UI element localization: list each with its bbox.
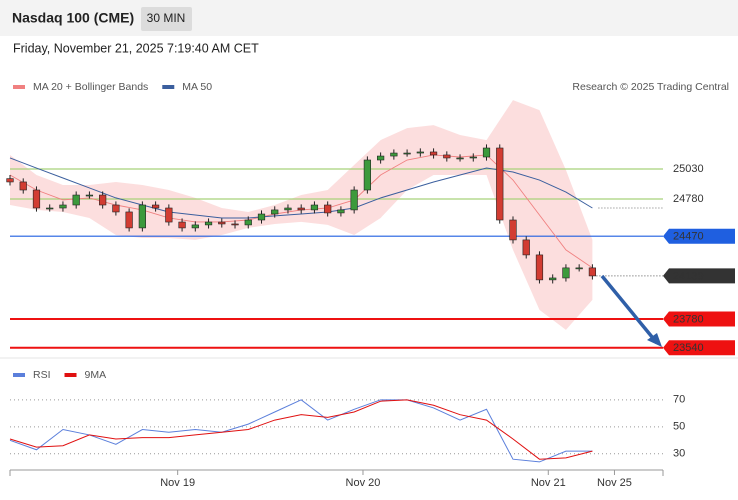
projection-arrow [600,274,659,345]
candle-body [377,155,385,161]
candle-body [99,194,107,206]
level-label: 24470 [673,231,704,243]
x-tick-label: Nov 21 [531,477,566,489]
y-tick-label: 70 [673,394,685,406]
candle-body [244,219,252,226]
y-tick-label: 30 [673,448,685,460]
candle-body [112,204,120,213]
candle-body [72,194,80,206]
level-label: 24780 [673,193,704,205]
indicator-line [9,399,593,463]
legend-label: MA 50 [182,81,212,93]
level-label: 23540 [673,342,704,354]
level-label: 24139 [673,270,704,282]
candle-body [575,267,583,270]
indicator-line [9,399,593,460]
candle-body [85,194,94,197]
top-bar [0,0,738,36]
candle-body [178,221,186,229]
bollinger-band [10,100,593,330]
arrow-head [647,333,662,347]
candle-body [403,152,411,155]
level-label-box [663,311,735,327]
candle-body [310,204,319,211]
candle-body [125,211,133,229]
candle-body [509,219,517,241]
instrument-title: Nasdaq 100 (CME) [12,10,134,26]
candle-body [218,221,226,225]
legend-swatch [162,85,175,89]
level-label: 25030 [673,163,704,175]
y-tick-label: 50 [673,421,685,433]
credit: Research © 2025 Trading Central [572,81,729,93]
candle-body [284,207,292,211]
candle-body [443,154,451,159]
candle-body [204,221,213,226]
candle-body [522,239,530,256]
timeframe-box[interactable] [141,7,192,31]
level-label: 23780 [673,313,704,325]
legend-swatch [13,373,25,377]
level-label-box [663,340,735,356]
candle-body [535,254,544,281]
candle-body [549,277,557,281]
candle-body [429,151,438,156]
legend-swatch [13,85,25,89]
candle-body [231,223,239,226]
candle-body [416,151,424,154]
candle-body [6,178,14,183]
candle-body [390,152,398,157]
candle-body [363,159,371,191]
candle-body [32,189,41,209]
legend-swatch [64,373,77,377]
candle-body [482,147,491,158]
moving-average [9,157,593,219]
level-label-box [663,268,735,284]
candle-body [469,156,477,159]
level-label-box [663,228,735,244]
candle-body [496,147,504,221]
candle-body [46,207,54,210]
x-tick-label: Nov 25 [597,477,632,489]
candle-body [350,189,358,211]
timeframe[interactable]: 30 MIN [147,11,186,25]
legend-label: 9MA [85,369,107,381]
candle-body [271,209,279,215]
candle-body [138,204,146,229]
candle-body [297,207,305,211]
candle-body [19,181,27,191]
candle-body [588,267,597,277]
x-tick-label: Nov 19 [160,477,195,489]
candle-body [456,157,464,160]
candle-body [191,224,199,229]
legend-label: MA 20 + Bollinger Bands [33,81,148,93]
x-tick-label: Nov 20 [346,477,381,489]
candle-body [165,207,173,223]
timestamp: Friday, November 21, 2025 7:19:40 AM CET [13,41,259,55]
candle-body [151,204,160,209]
legend-label: RSI [33,369,51,381]
candle-body [337,209,345,214]
candle-body [324,204,332,214]
candle-body [59,204,67,209]
candle-body [562,267,570,279]
candle-body [257,213,266,221]
